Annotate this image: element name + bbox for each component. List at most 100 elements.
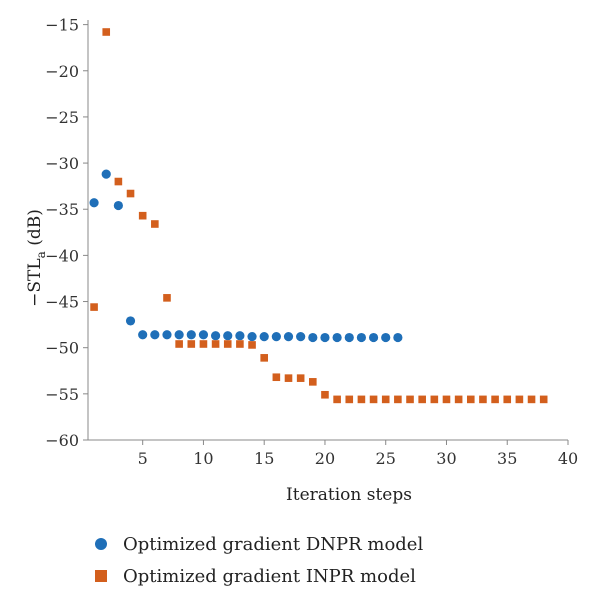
dnpr-point: [368, 332, 379, 343]
dnpr-point: [259, 332, 269, 342]
dnpr-point: [247, 332, 257, 342]
dnpr-point: [308, 332, 318, 343]
dnpr-point: [235, 331, 245, 341]
y-tick-label: −40: [45, 246, 79, 265]
dnpr-point: [320, 332, 330, 343]
dnpr-point: [296, 332, 306, 342]
inpr-point: [515, 395, 524, 404]
x-tick-label: 5: [138, 449, 148, 468]
inpr-point: [442, 395, 451, 404]
y-tick-label: −25: [45, 108, 79, 127]
inpr-point: [175, 340, 183, 348]
y-tick-label: −20: [45, 62, 79, 81]
legend-item-dnpr: Optimized gradient DNPR model: [95, 528, 423, 560]
inpr-point: [187, 340, 196, 348]
x-tick-label: 30: [436, 449, 456, 468]
y-ticks: −15 −20 −25 −30 −35 −40 −45 −50 −55 −60: [45, 16, 88, 450]
inpr-point: [199, 340, 208, 348]
inpr-point: [418, 395, 426, 404]
x-tick-label: 10: [193, 449, 213, 468]
inpr-point: [114, 177, 123, 186]
x-tick-label: 35: [497, 449, 517, 468]
series-dnpr: [89, 169, 403, 343]
dnpr-point: [89, 198, 99, 208]
dnpr-point: [101, 169, 111, 179]
inpr-point: [345, 395, 354, 404]
inpr-point: [223, 340, 232, 348]
x-tick-label: 25: [376, 449, 396, 468]
dnpr-point: [356, 332, 367, 343]
x-axis-label: Iteration steps: [286, 485, 412, 505]
dnpr-point: [162, 330, 172, 340]
inpr-point: [260, 354, 269, 362]
inpr-point: [430, 395, 439, 404]
inpr-point: [466, 395, 475, 404]
y-axis-label: −STLa (dB): [25, 209, 48, 307]
inpr-point: [539, 395, 548, 404]
inpr-point: [236, 340, 244, 348]
y-tick-label: −50: [45, 339, 79, 358]
inpr-point: [211, 340, 220, 348]
dnpr-point: [174, 330, 184, 340]
x-tick-label: 15: [254, 449, 274, 468]
y-axis-label-main: −STL: [25, 258, 45, 307]
x-ticks: 5 10 15 20 25 30 35 40: [138, 440, 578, 468]
inpr-point: [248, 341, 256, 349]
inpr-point: [454, 395, 463, 404]
legend-item-inpr: Optimized gradient INPR model: [95, 560, 423, 592]
inpr-point: [369, 395, 378, 404]
dnpr-point: [283, 332, 294, 342]
inpr-point: [527, 395, 536, 404]
inpr-point: [394, 395, 402, 404]
y-tick-label: −30: [45, 154, 79, 173]
inpr-point: [381, 395, 390, 404]
inpr-point: [491, 395, 499, 404]
dnpr-point: [223, 331, 233, 341]
legend-label-dnpr: Optimized gradient DNPR model: [123, 533, 424, 555]
inpr-point: [309, 378, 317, 386]
dnpr-point: [198, 330, 209, 340]
dnpr-point: [210, 331, 221, 341]
x-tick-label: 20: [315, 449, 335, 468]
inpr-point: [272, 373, 281, 382]
y-tick-label: −55: [45, 385, 79, 404]
inpr-point: [321, 390, 329, 399]
y-tick-label: −35: [45, 200, 79, 219]
inpr-point: [284, 374, 293, 382]
legend-marker-inpr: [95, 570, 107, 582]
legend-label-inpr: Optimized gradient INPR model: [123, 565, 416, 587]
inpr-point: [503, 395, 512, 404]
inpr-point: [333, 395, 341, 404]
inpr-point: [102, 28, 111, 36]
dnpr-point: [344, 332, 354, 343]
inpr-point: [90, 303, 98, 311]
dnpr-point: [393, 332, 403, 343]
axes: [87, 20, 568, 441]
inpr-point: [126, 189, 135, 198]
dnpr-point: [150, 330, 160, 340]
inpr-point: [357, 395, 366, 404]
inpr-point: [138, 211, 147, 220]
legend-marker-dnpr: [95, 538, 107, 550]
dnpr-point: [271, 332, 281, 342]
y-tick-label: −60: [45, 431, 79, 450]
series-inpr: [90, 28, 548, 404]
legend: Optimized gradient DNPR model Optimized …: [95, 528, 423, 592]
y-axis-label-unit: (dB): [25, 209, 45, 251]
dnpr-point: [332, 332, 342, 343]
dnpr-point: [138, 330, 148, 340]
y-axis-label-sub: a: [34, 251, 48, 258]
x-tick-label: 40: [558, 449, 578, 468]
dnpr-point: [125, 316, 136, 326]
inpr-point: [151, 220, 159, 228]
y-tick-label: −45: [45, 293, 79, 312]
dnpr-point: [381, 332, 391, 343]
inpr-point: [163, 294, 171, 302]
dnpr-point: [113, 200, 123, 211]
inpr-point: [296, 374, 305, 382]
inpr-point: [406, 395, 414, 404]
dnpr-point: [186, 330, 196, 340]
y-tick-label: −15: [45, 16, 79, 35]
inpr-point: [479, 395, 487, 404]
